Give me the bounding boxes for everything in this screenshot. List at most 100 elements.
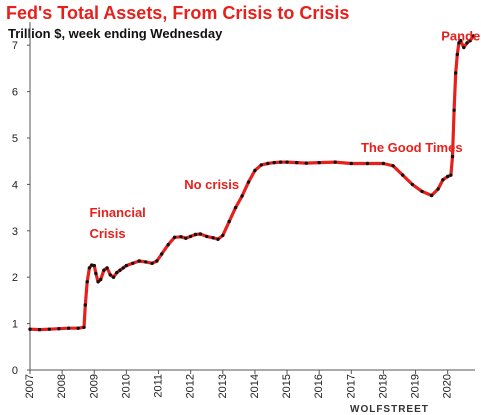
data-point bbox=[349, 161, 353, 166]
data-point bbox=[285, 160, 289, 164]
data-point bbox=[216, 237, 220, 241]
data-point bbox=[410, 182, 414, 187]
data-point bbox=[137, 259, 141, 263]
x-tick-label: 2007 bbox=[24, 374, 36, 398]
data-point bbox=[259, 163, 263, 167]
data-point bbox=[381, 161, 386, 166]
data-point bbox=[188, 234, 193, 239]
data-point bbox=[85, 280, 89, 284]
watermark: WOLFSTREET bbox=[350, 404, 429, 415]
data-point bbox=[295, 160, 299, 165]
data-point bbox=[246, 180, 251, 184]
data-point bbox=[160, 252, 164, 256]
data-point bbox=[102, 268, 106, 272]
data-point bbox=[179, 235, 183, 239]
y-tick-label: 4 bbox=[12, 179, 18, 191]
x-tick-label: 2013 bbox=[217, 374, 229, 398]
data-point bbox=[304, 161, 308, 165]
y-tick-label: 5 bbox=[12, 133, 18, 145]
x-tick-label: 2011 bbox=[153, 374, 165, 398]
x-tick-label: 2010 bbox=[120, 374, 132, 398]
data-point bbox=[436, 187, 440, 191]
data-point bbox=[272, 160, 276, 165]
data-point bbox=[82, 325, 86, 329]
data-point bbox=[205, 234, 209, 239]
y-tick-label: 7 bbox=[12, 40, 18, 52]
data-point bbox=[317, 160, 321, 165]
annotation-label: No crisis bbox=[184, 177, 239, 192]
data-point bbox=[455, 52, 459, 57]
data-point bbox=[121, 266, 125, 270]
y-tick-label: 0 bbox=[12, 365, 18, 377]
x-tick-label: 2012 bbox=[185, 374, 197, 398]
y-tick-label: 1 bbox=[12, 319, 18, 331]
data-point bbox=[211, 236, 215, 240]
plot-area bbox=[28, 34, 476, 332]
data-point bbox=[365, 161, 370, 166]
data-point bbox=[76, 326, 80, 330]
annotation-label: Pandemic bbox=[441, 29, 481, 44]
data-point bbox=[118, 268, 122, 272]
x-tick-label: 2019 bbox=[410, 374, 422, 398]
data-point bbox=[94, 271, 98, 276]
data-point bbox=[452, 108, 456, 112]
data-point bbox=[401, 173, 405, 177]
data-point bbox=[108, 273, 113, 277]
data-point bbox=[166, 243, 170, 247]
data-point bbox=[115, 270, 119, 275]
data-point bbox=[87, 266, 92, 270]
data-point bbox=[468, 38, 472, 43]
series-line bbox=[28, 34, 475, 332]
data-point bbox=[471, 34, 476, 38]
data-point bbox=[124, 263, 129, 268]
data-point bbox=[391, 164, 395, 168]
data-point bbox=[450, 154, 455, 159]
data-point bbox=[155, 259, 159, 263]
chart-subtitle: Trillion $, week ending Wednesday bbox=[8, 26, 223, 41]
x-tick-label: 2017 bbox=[345, 374, 357, 398]
data-point bbox=[111, 275, 116, 279]
annotation-label: Crisis bbox=[89, 226, 125, 241]
chart-title: Fed's Total Assets, From Crisis to Crisi… bbox=[6, 3, 349, 23]
data-point bbox=[333, 160, 337, 164]
data-point bbox=[446, 174, 450, 179]
data-point bbox=[57, 327, 61, 331]
annotations: Financial Crisis No crisis The Good Times Pa… bbox=[89, 29, 481, 241]
data-point bbox=[90, 263, 94, 267]
data-point bbox=[462, 45, 466, 50]
data-point bbox=[83, 303, 88, 307]
x-tick-label: 2009 bbox=[88, 374, 100, 398]
data-point bbox=[227, 219, 231, 224]
data-point bbox=[193, 232, 198, 237]
data-point bbox=[37, 327, 42, 332]
data-point bbox=[449, 173, 453, 177]
x-tick-label: 2020 bbox=[442, 374, 454, 398]
data-point bbox=[96, 280, 100, 284]
data-point bbox=[198, 232, 202, 236]
data-point bbox=[253, 168, 257, 173]
data-point bbox=[28, 327, 32, 331]
data-point bbox=[144, 260, 148, 264]
data-point bbox=[278, 160, 283, 164]
data-point bbox=[221, 233, 225, 238]
data-point bbox=[105, 266, 109, 270]
data-point bbox=[92, 263, 97, 268]
data-point bbox=[47, 327, 51, 331]
x-tick-label: 2008 bbox=[56, 374, 68, 398]
y-tick-label: 2 bbox=[12, 272, 18, 284]
x-tick-label: 2014 bbox=[249, 374, 261, 398]
y-tick-label: 6 bbox=[12, 87, 18, 99]
data-point bbox=[99, 277, 103, 282]
data-point bbox=[131, 261, 135, 265]
data-point bbox=[429, 193, 434, 198]
x-tick-label: 2015 bbox=[281, 374, 293, 398]
data-point bbox=[240, 194, 244, 198]
data-point bbox=[172, 235, 177, 239]
data-point bbox=[454, 71, 458, 75]
x-tick-label: 2018 bbox=[377, 374, 389, 398]
data-point bbox=[184, 236, 188, 240]
annotation-label: The Good Times bbox=[361, 140, 463, 155]
data-point bbox=[66, 326, 71, 330]
data-point bbox=[150, 261, 154, 265]
